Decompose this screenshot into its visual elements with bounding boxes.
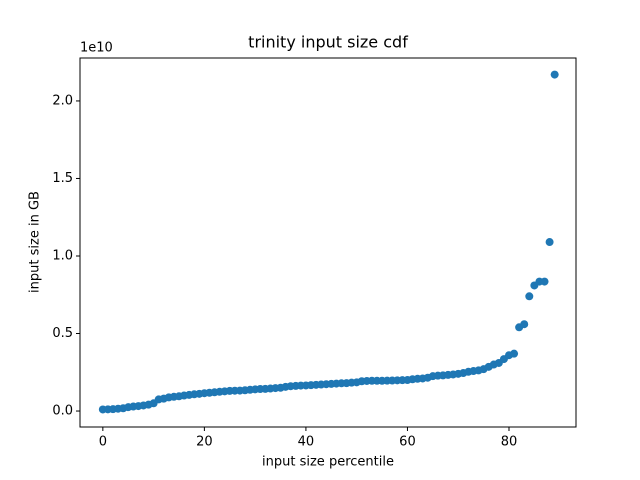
x-tick-label: 40 bbox=[298, 435, 315, 450]
point bbox=[540, 277, 549, 286]
x-tick-label: 20 bbox=[196, 435, 213, 450]
point bbox=[550, 70, 559, 79]
y-tick-label: 0.5 bbox=[52, 326, 73, 341]
point bbox=[510, 349, 519, 358]
point bbox=[545, 238, 554, 247]
point bbox=[520, 320, 529, 329]
y-offset-label: 1e10 bbox=[80, 41, 113, 56]
y-tick-label: 1.0 bbox=[52, 248, 73, 263]
x-axis-label: input size percentile bbox=[262, 455, 394, 470]
chart-title: trinity input size cdf bbox=[248, 33, 408, 52]
y-axis-label: input size in GB bbox=[28, 191, 43, 293]
y-tick-label: 0.0 bbox=[52, 404, 73, 419]
x-tick-label: 0 bbox=[99, 435, 107, 450]
plot-frame bbox=[79, 57, 577, 428]
y-tick-label: 2.0 bbox=[52, 93, 73, 108]
point bbox=[525, 292, 534, 301]
x-tick-label: 60 bbox=[399, 435, 416, 450]
y-tick-label: 1.5 bbox=[52, 171, 73, 186]
x-tick-label: 80 bbox=[501, 435, 518, 450]
